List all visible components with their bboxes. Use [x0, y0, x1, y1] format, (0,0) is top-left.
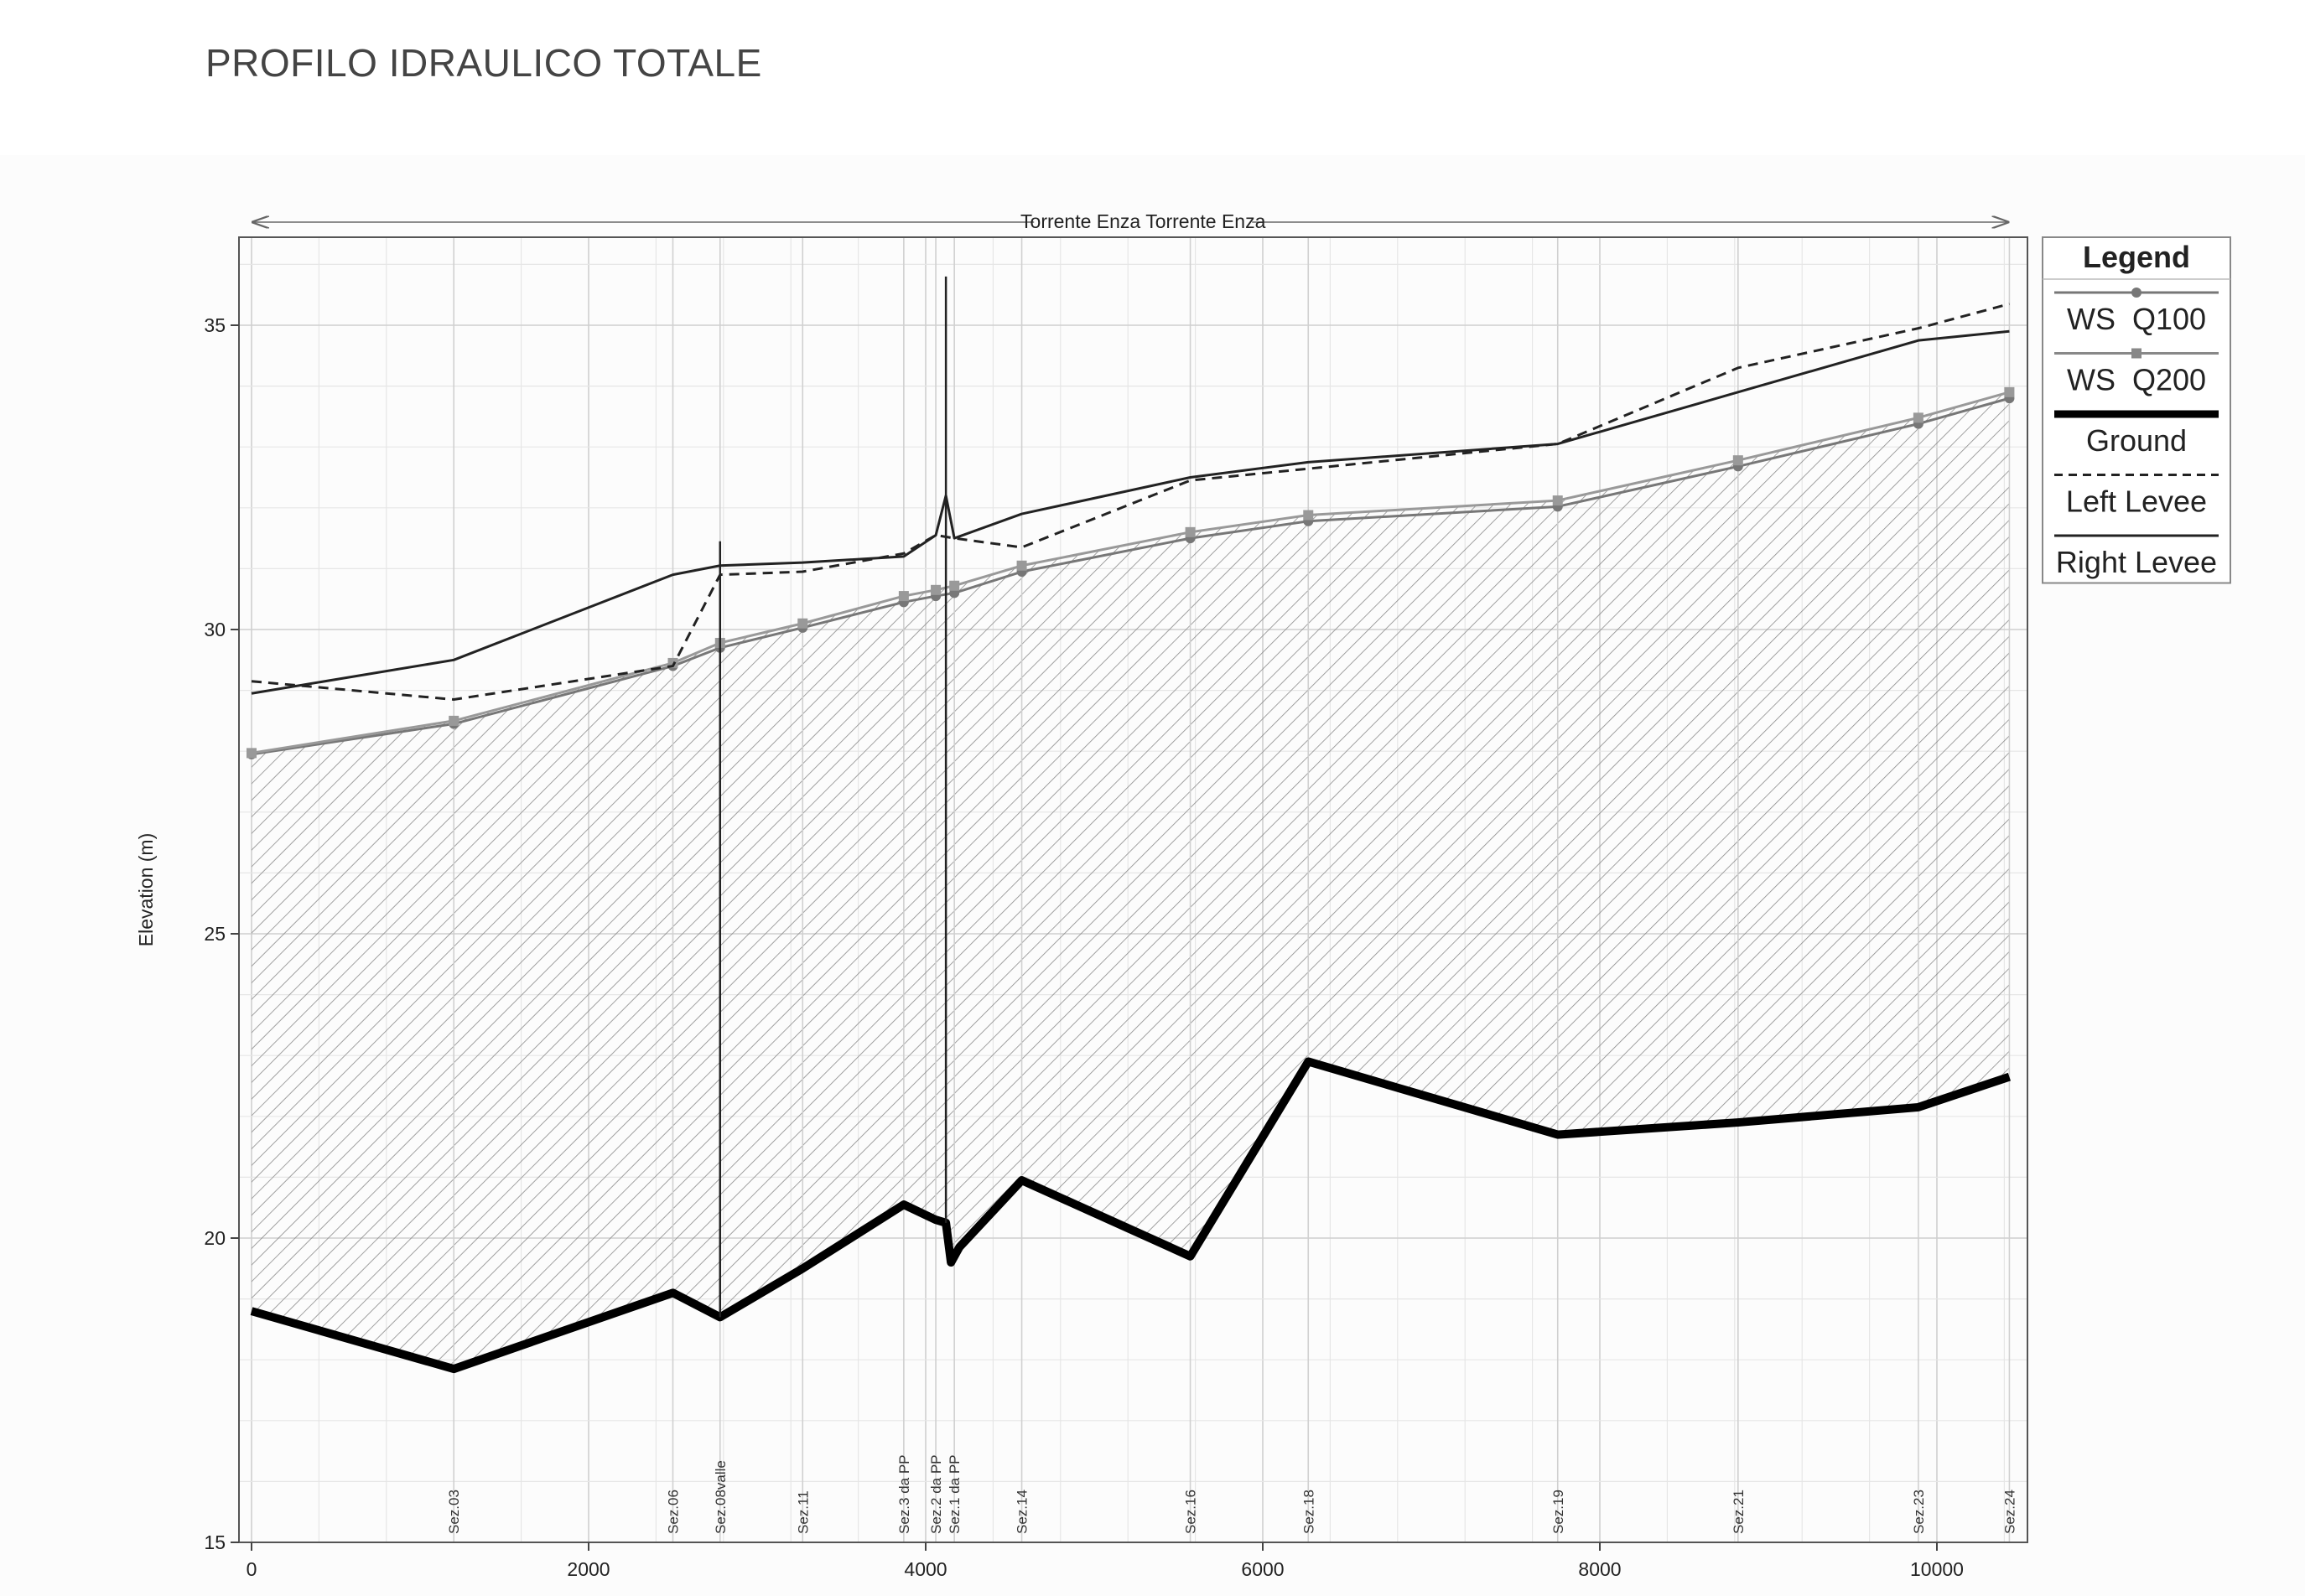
y-tick-label: 35: [204, 314, 226, 336]
legend-entry-label: Right Levee: [2056, 545, 2217, 579]
ws-q200-marker: [931, 584, 942, 595]
section-label: Sez.3 da PP: [896, 1454, 912, 1534]
chart-panel: Sez.03 Sez.06 Sez.08valle Sez.11 Sez.3 da PP…: [0, 155, 2305, 1596]
ws-q200-marker: [1016, 560, 1027, 571]
ws-q200-marker: [1732, 455, 1743, 466]
chart-title: Torrente Enza Torrente Enza: [1020, 210, 1266, 232]
axes: 0 2000 4000 6000 8000 10000 15 20 25 30 35: [204, 314, 1964, 1580]
ws-q200-marker: [949, 580, 960, 591]
section-label: Sez.18: [1300, 1490, 1316, 1534]
y-tick-label: 25: [204, 923, 226, 945]
ws-q200-marker: [2004, 386, 2015, 397]
ws-q200-marker: [898, 591, 909, 602]
profile-chart: Sez.03 Sez.06 Sez.08valle Sez.11 Sez.3 da PP…: [135, 210, 2231, 1580]
ws-q200-marker: [449, 715, 459, 726]
legend-entry-label: WS Q100: [2067, 302, 2206, 336]
section-label: Sez.23: [1911, 1490, 1927, 1534]
y-tick-label: 30: [204, 619, 226, 640]
ws-q200-marker: [1185, 526, 1196, 537]
legend-entry-label: WS Q200: [2067, 363, 2206, 397]
y-axis-label: Elevation (m): [135, 833, 157, 946]
x-tick-label: 8000: [1578, 1558, 1621, 1580]
legend: Legend WS Q100 WS Q200 Ground Left Levee Righ…: [2042, 236, 2231, 584]
x-tick-label: 4000: [904, 1558, 947, 1580]
chart-title-group: Torrente Enza Torrente Enza: [252, 210, 2010, 234]
section-label: Sez.08valle: [713, 1460, 729, 1534]
ws-q200-marker: [1303, 510, 1314, 521]
page-title: PROFILO IDRAULICO TOTALE: [205, 41, 762, 85]
section-labels: Sez.03 Sez.06 Sez.08valle Sez.11 Sez.3 da PP…: [446, 237, 2017, 1542]
section-label: Sez.1 da PP: [947, 1454, 963, 1534]
ws-q200-marker: [797, 618, 808, 629]
ws-q200-marker: [1552, 495, 1563, 506]
ground-line: [250, 1057, 2012, 1374]
section-label: Sez.21: [1731, 1490, 1747, 1534]
x-tick-label: 10000: [1910, 1558, 1964, 1580]
plot-frame: [238, 236, 2028, 1543]
ws-q200-marker: [247, 748, 257, 759]
legend-entry-label: Left Levee: [2066, 484, 2207, 519]
legend-entry-label: Ground: [2086, 423, 2187, 458]
series: [247, 303, 2015, 1374]
x-tick-label: 2000: [567, 1558, 610, 1580]
legend-title: Legend: [2083, 240, 2190, 274]
right-levee-line: [251, 329, 2010, 695]
section-label: Sez.2 da PP: [928, 1454, 944, 1534]
structures: [719, 276, 947, 1318]
section-label: Sez.24: [2001, 1490, 2017, 1534]
x-tick-label: 6000: [1241, 1558, 1284, 1580]
section-label: Sez.19: [1550, 1490, 1566, 1534]
water-fill-area: [252, 391, 2010, 1370]
x-tick-label: 0: [247, 1558, 257, 1580]
section-label: Sez.03: [446, 1490, 462, 1534]
section-label: Sez.14: [1015, 1490, 1031, 1534]
y-tick-label: 20: [204, 1227, 226, 1249]
section-label: Sez.16: [1183, 1490, 1199, 1534]
ws-q200-marker: [1913, 412, 1923, 423]
section-label: Sez.06: [666, 1490, 682, 1534]
y-tick-label: 15: [204, 1531, 226, 1553]
section-label: Sez.11: [795, 1490, 811, 1534]
